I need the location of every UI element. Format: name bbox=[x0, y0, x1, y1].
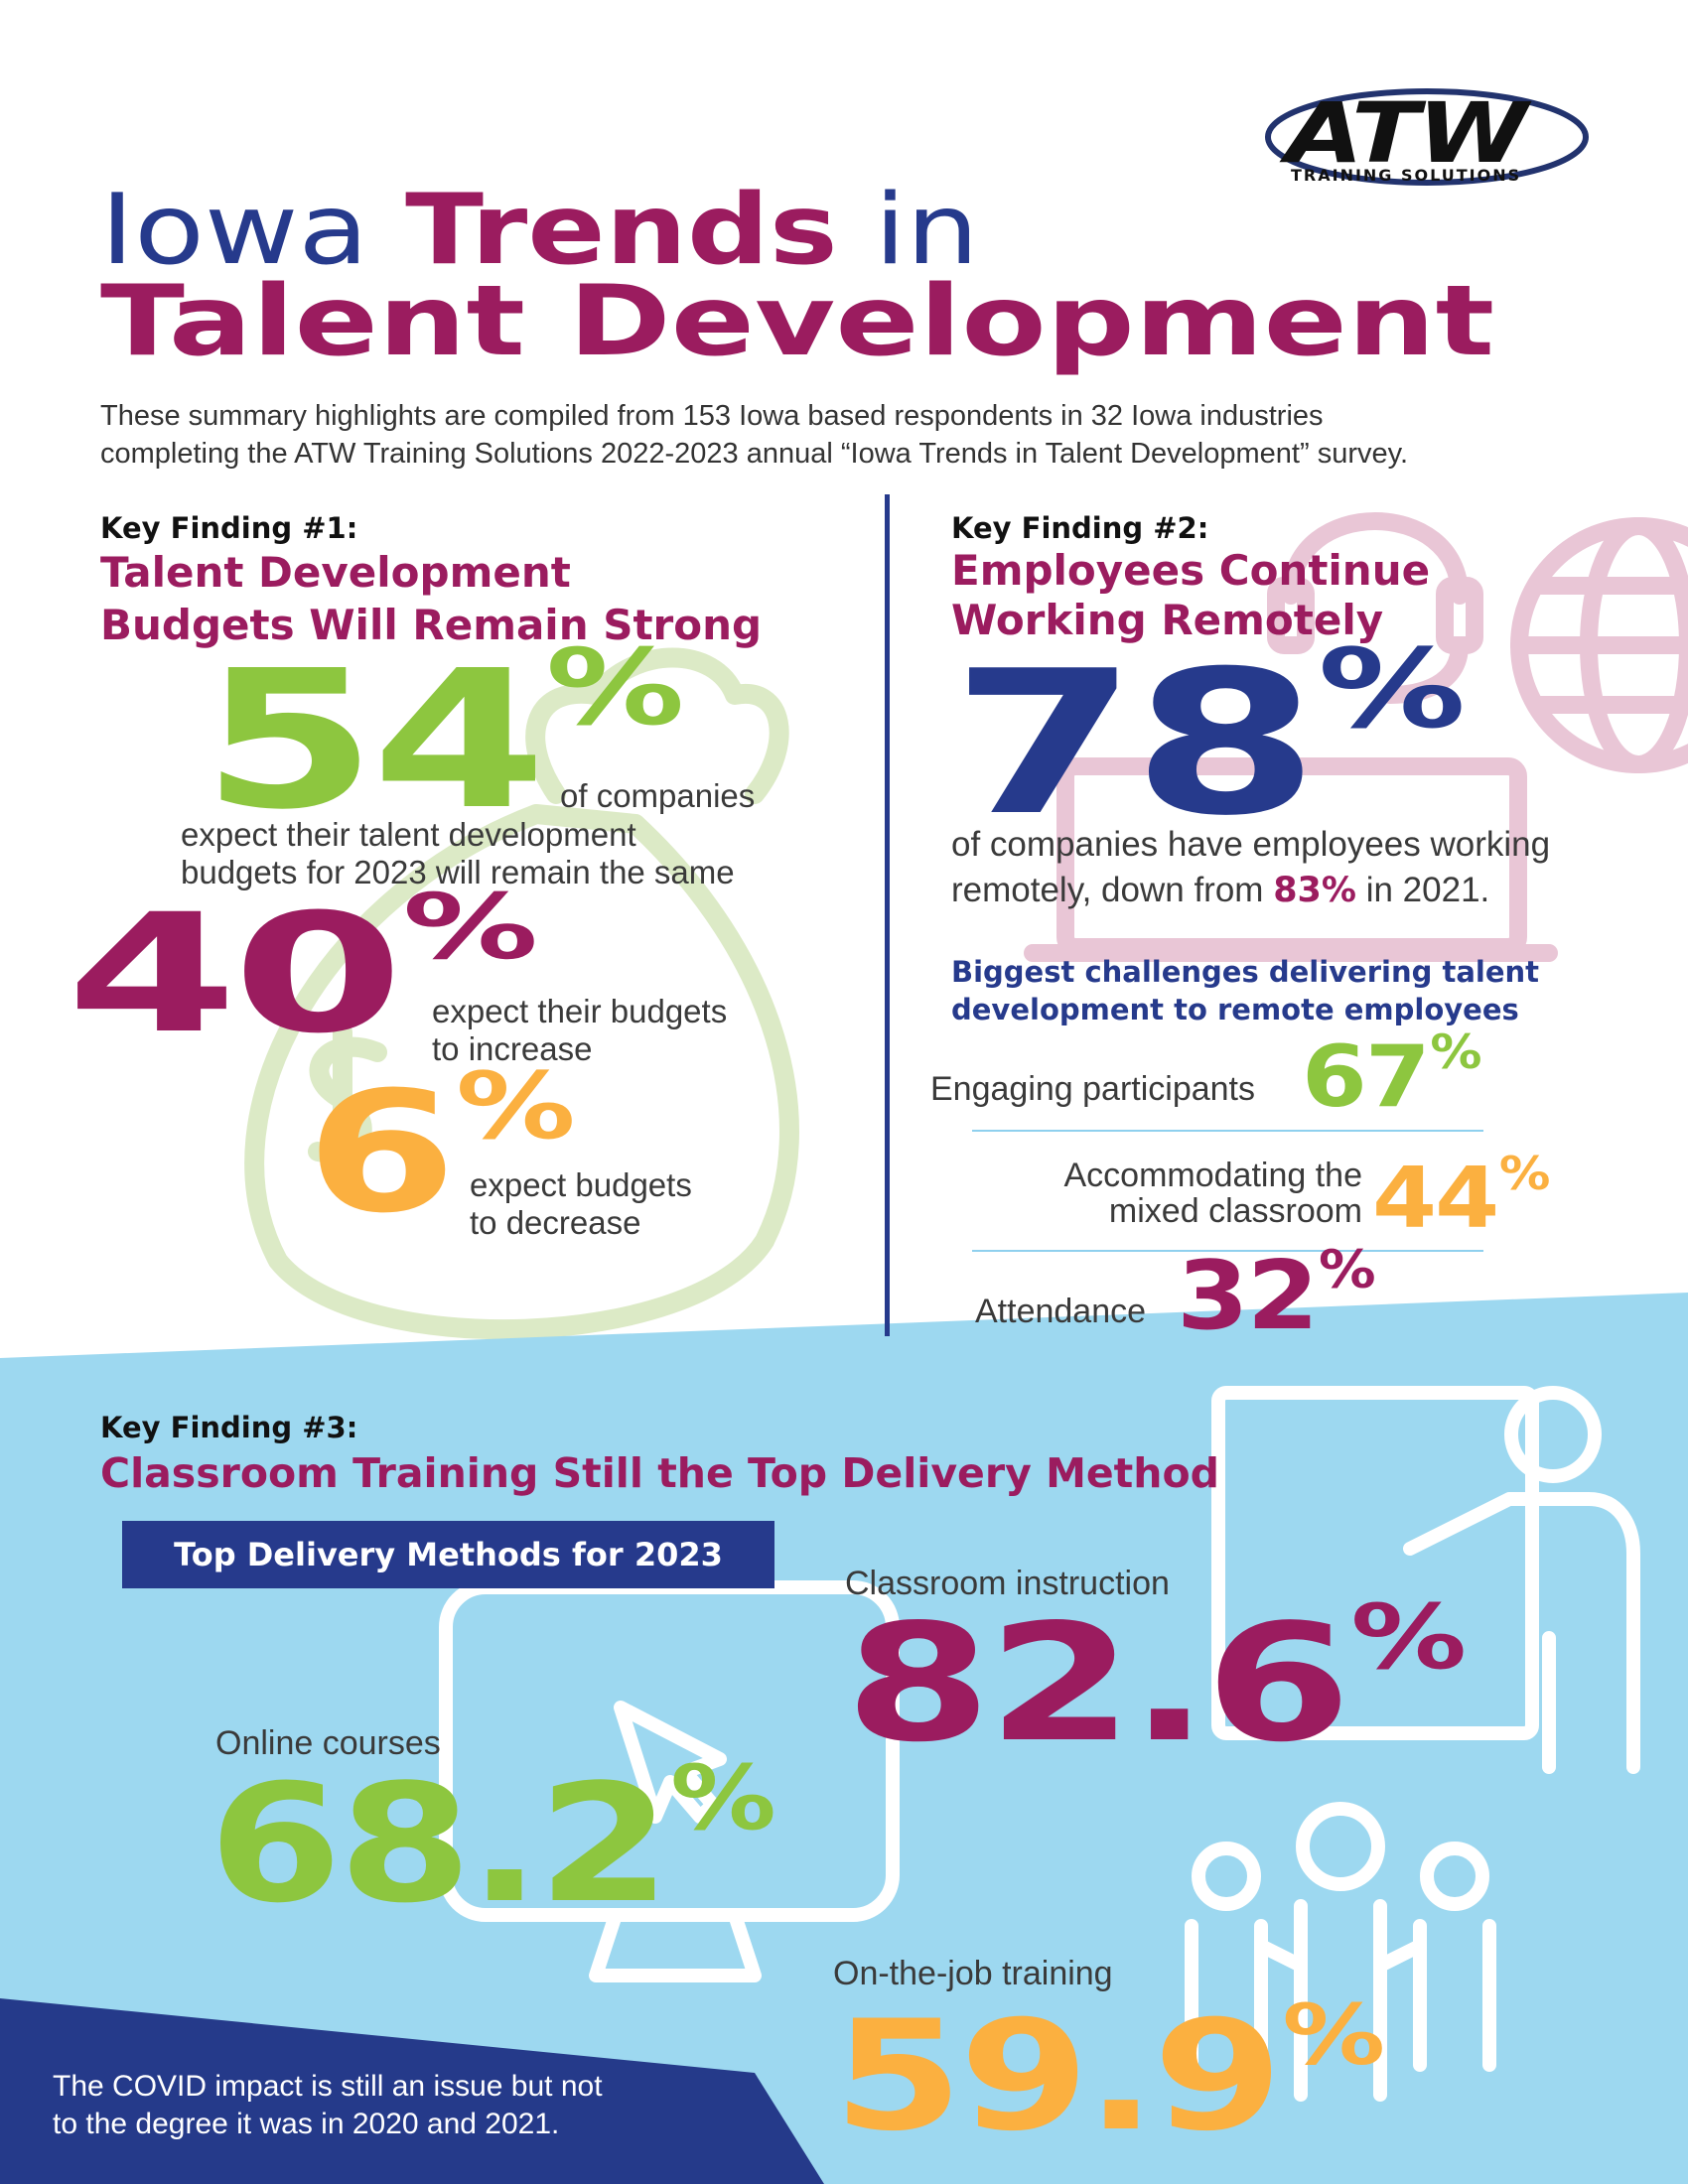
finding-heading: Talent Development Budgets Will Remain S… bbox=[100, 546, 762, 651]
stat-detail: of companies have employees working remo… bbox=[951, 822, 1550, 913]
logo-name: ATW bbox=[1286, 84, 1528, 182]
challenge-value: 32 bbox=[1177, 1242, 1319, 1351]
title-word: Iowa bbox=[100, 174, 369, 287]
logo-tagline: TRAINING SOLUTIONS bbox=[1291, 166, 1522, 185]
intro: These summary highlights are compiled fr… bbox=[100, 397, 1408, 473]
challenge-label: Engaging participants bbox=[930, 1070, 1256, 1108]
method-label: Online courses bbox=[215, 1724, 441, 1762]
challenge-number: 44% bbox=[1372, 1152, 1550, 1241]
stat-text-line: expect budgets bbox=[470, 1166, 692, 1203]
divider bbox=[885, 494, 890, 1336]
title-word: in bbox=[874, 174, 979, 287]
challenge-label: Attendance bbox=[975, 1293, 1147, 1330]
challenge-number: 67% bbox=[1302, 1029, 1482, 1120]
stat-text-line: to increase bbox=[432, 1030, 593, 1067]
method-number: 82.6% bbox=[845, 1593, 1467, 1765]
method-unit: % bbox=[1350, 1586, 1467, 1691]
detail-highlight: 83% bbox=[1273, 871, 1356, 910]
stat-text-line: budgets for 2023 will remain the same bbox=[181, 854, 735, 890]
finding-heading: Classroom Training Still the Top Deliver… bbox=[100, 1449, 1219, 1497]
stat-number: 54% bbox=[202, 635, 684, 837]
stat-number: 40% bbox=[67, 883, 538, 1056]
heading-line: Budgets Will Remain Strong bbox=[100, 601, 763, 649]
note-line: The COVID impact is still an issue but n… bbox=[53, 2070, 603, 2103]
challenge-unit: % bbox=[1430, 1025, 1481, 1081]
intro-line: These summary highlights are compiled fr… bbox=[100, 400, 1324, 432]
title-line2: Talent Development bbox=[100, 265, 1495, 378]
heading-line: Working Remotely bbox=[951, 596, 1384, 644]
method-value: 68.2 bbox=[209, 1749, 671, 1939]
training-icons bbox=[439, 1386, 1640, 2102]
method-value: 59.9 bbox=[833, 1988, 1283, 2165]
methods-box-title: Top Delivery Methods for 2023 bbox=[174, 1536, 723, 1573]
method-value: 82.6 bbox=[845, 1590, 1351, 1778]
method-number: 68.2% bbox=[209, 1753, 776, 1926]
stat-text-line: to decrease bbox=[470, 1204, 641, 1241]
challenge-label-line: mixed classroom bbox=[1108, 1192, 1362, 1230]
stat-unit: % bbox=[545, 626, 685, 750]
challenge-unit: % bbox=[1498, 1148, 1551, 1202]
method-label: On-the-job training bbox=[833, 1955, 1113, 1992]
separator bbox=[972, 1250, 1483, 1252]
detail-text: in 2021. bbox=[1365, 871, 1490, 909]
method-unit: % bbox=[1282, 1985, 1385, 2084]
stat-unit: % bbox=[1318, 625, 1466, 752]
heading-line: Employees Continue bbox=[951, 546, 1431, 595]
finding-label: Key Finding #3: bbox=[100, 1411, 358, 1444]
stat-text: of companies bbox=[560, 777, 756, 814]
challenge-unit: % bbox=[1318, 1240, 1376, 1300]
stat-text: expect their talent development budgets … bbox=[181, 816, 735, 891]
detail-line: of companies have employees working bbox=[951, 825, 1551, 864]
logo-swoosh bbox=[1265, 88, 1589, 186]
challenge-value: 67 bbox=[1302, 1027, 1431, 1127]
methods-box bbox=[122, 1521, 774, 1588]
note: The COVID impact is still an issue but n… bbox=[53, 2068, 603, 2143]
method-label: Classroom instruction bbox=[845, 1565, 1170, 1602]
challenge-label-line: Accommodating the bbox=[1063, 1157, 1363, 1194]
stat-unit: % bbox=[456, 1051, 575, 1160]
method-unit: % bbox=[670, 1745, 776, 1850]
detail-line: remotely, down from 83% in 2021. bbox=[951, 868, 1550, 913]
stat-text-line: expect their budgets bbox=[432, 993, 728, 1029]
challenge-number: 32% bbox=[1177, 1245, 1376, 1344]
money-bag-icon bbox=[244, 647, 799, 1340]
stat-text: expect budgets to decrease bbox=[470, 1166, 692, 1242]
stat-number: 6% bbox=[306, 1060, 576, 1236]
detail-text: remotely, down from bbox=[951, 871, 1264, 909]
challenges-title-line: Biggest challenges delivering talent bbox=[951, 955, 1540, 989]
heading-line: Talent Development bbox=[100, 548, 571, 597]
challenge-label: Accommodating the mixed classroom bbox=[993, 1157, 1363, 1230]
stat-number: 78% bbox=[951, 634, 1466, 844]
stat-text-line: expect their talent development bbox=[181, 816, 636, 853]
remote-work-icon bbox=[1024, 512, 1688, 962]
stat-value: 78 bbox=[951, 628, 1319, 860]
stat-text: expect their budgets to increase bbox=[432, 993, 727, 1068]
finding-label: Key Finding #2: bbox=[951, 511, 1209, 545]
separator bbox=[972, 1130, 1483, 1132]
stat-value: 54 bbox=[202, 630, 547, 852]
title-line1: Iowa Trends in bbox=[100, 182, 979, 279]
stat-value: 40 bbox=[67, 879, 403, 1069]
intro-line: completing the ATW Training Solutions 20… bbox=[100, 438, 1409, 470]
challenges-title: Biggest challenges delivering talent dev… bbox=[951, 953, 1539, 1028]
stat-unit: % bbox=[402, 875, 538, 980]
finding-label: Key Finding #1: bbox=[100, 511, 358, 545]
stat-value: 6 bbox=[306, 1055, 457, 1250]
method-number: 59.9% bbox=[833, 1993, 1385, 2153]
challenges-title-line: development to remote employees bbox=[951, 993, 1519, 1026]
note-panel bbox=[0, 1998, 824, 2184]
finding-heading: Employees Continue Working Remotely bbox=[951, 546, 1430, 645]
challenge-value: 44 bbox=[1372, 1150, 1499, 1248]
title-word: Trends bbox=[405, 174, 838, 287]
note-line: to the degree it was in 2020 and 2021. bbox=[53, 2108, 560, 2140]
